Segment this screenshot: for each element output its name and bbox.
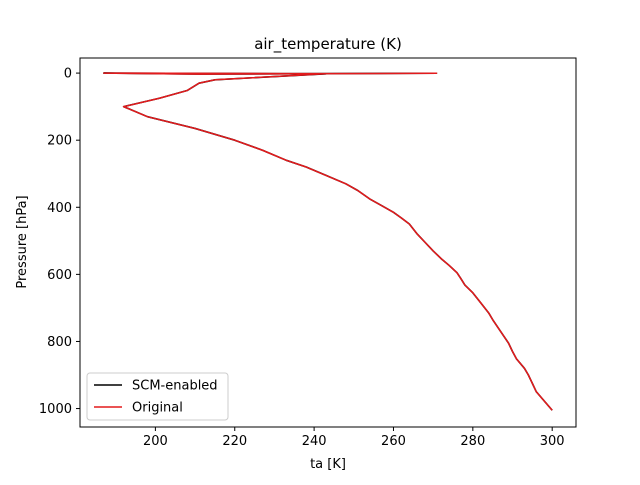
y-tick-label: 400 [47, 201, 72, 216]
y-tick-label: 1000 [39, 402, 72, 417]
x-tick-label: 220 [222, 434, 247, 449]
y-tick-label: 600 [47, 268, 72, 283]
axes-frame [79, 57, 577, 428]
x-tick-label: 200 [143, 434, 168, 449]
x-tick-label: 240 [302, 434, 327, 449]
x-tick-label: 260 [381, 434, 406, 449]
legend: SCM-enabled Original [86, 372, 229, 421]
plot-area: 200 220 240 260 280 300 0 200 400 600 800 1000 [39, 57, 577, 449]
legend-label-scm-enabled: SCM-enabled [132, 379, 218, 394]
x-axis-title: ta [K] [310, 457, 346, 472]
y-tick-label: 200 [47, 134, 72, 149]
x-tick-label: 300 [540, 434, 565, 449]
series-line-original [103, 72, 553, 411]
y-axis-title: Pressure [hPa] [15, 195, 30, 288]
legend-label-original: Original [132, 401, 183, 416]
legend-box [86, 372, 229, 421]
chart-title: air_temperature (K) [254, 35, 402, 54]
x-tick-label: 280 [460, 434, 485, 449]
y-tick-label: 800 [47, 335, 72, 350]
y-tick-label: 0 [64, 67, 72, 82]
